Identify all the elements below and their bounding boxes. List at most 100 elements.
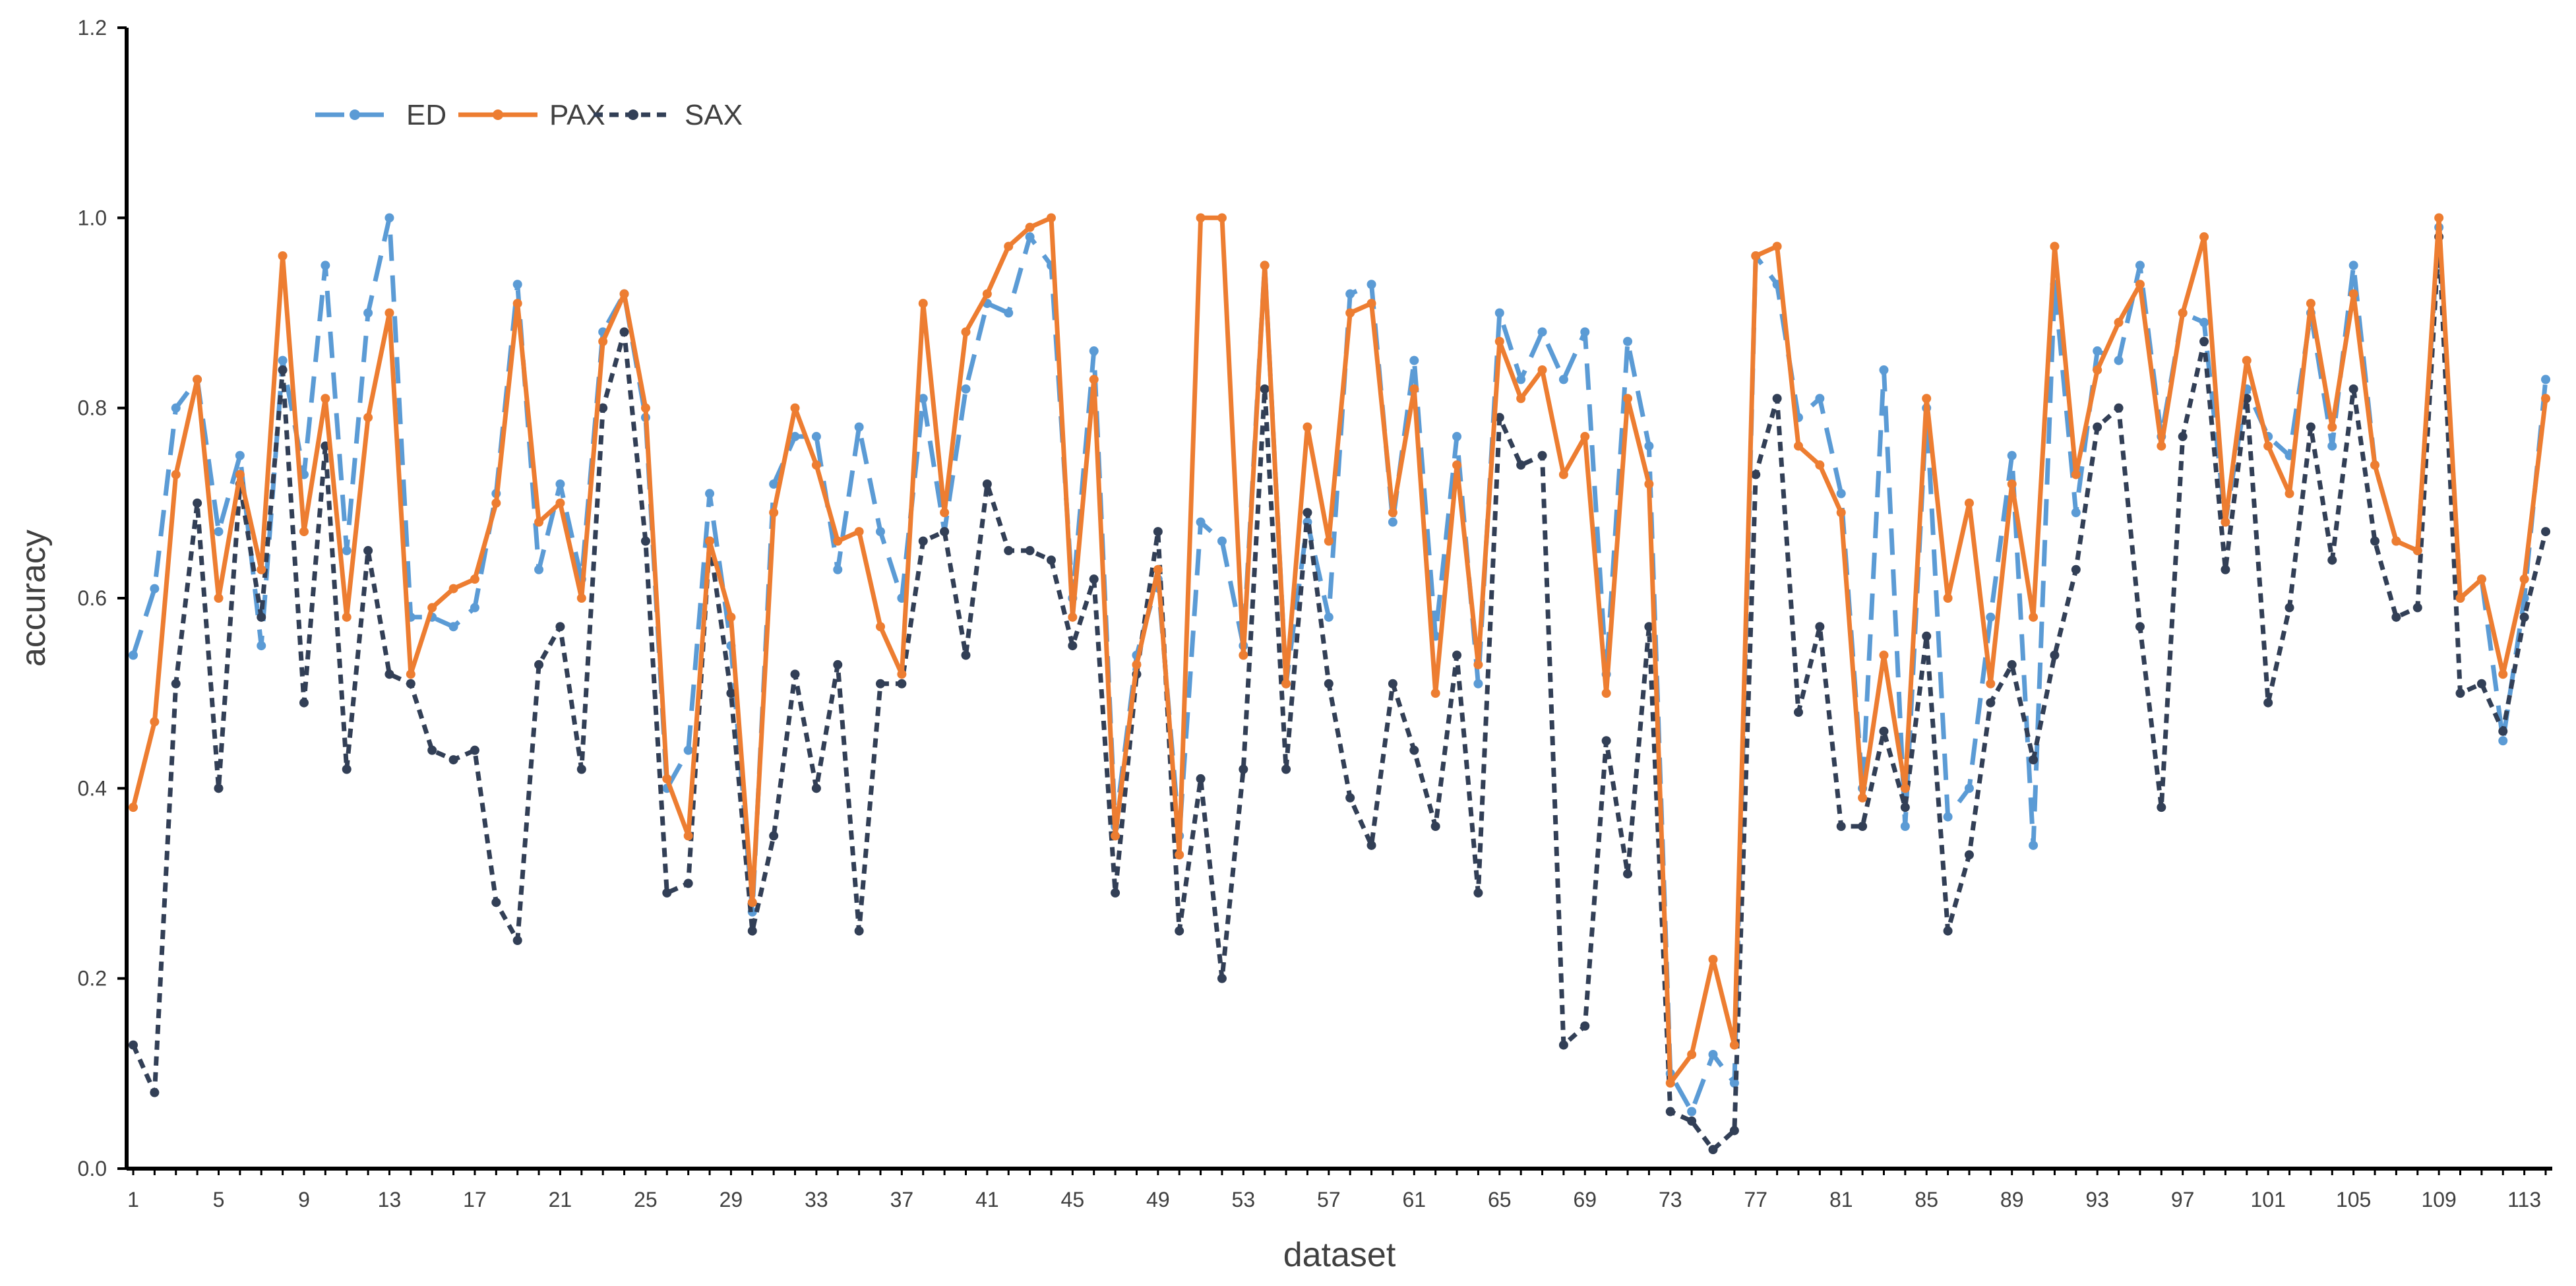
data-point-sax (1601, 736, 1611, 746)
legend-marker-ed (350, 109, 360, 120)
data-point-pax (1751, 251, 1761, 260)
data-point-sax (1089, 574, 1099, 584)
x-tick-label: 29 (720, 1188, 743, 1211)
data-point-pax (1943, 594, 1953, 603)
data-point-sax (2348, 384, 2358, 394)
x-tick-label: 77 (1744, 1188, 1767, 1211)
y-tick-label: 0.2 (78, 967, 107, 991)
data-point-sax (833, 659, 843, 669)
data-point-sax (1815, 622, 1825, 632)
data-point-pax (1068, 612, 1078, 622)
data-point-ed (2348, 260, 2358, 270)
x-tick-label: 37 (890, 1188, 914, 1211)
data-point-sax (2157, 803, 2166, 812)
data-point-pax (2221, 517, 2230, 527)
x-tick-label: 81 (1829, 1188, 1853, 1211)
data-point-sax (662, 888, 672, 898)
data-point-pax (406, 669, 415, 679)
data-point-pax (2263, 441, 2273, 451)
data-point-sax (2455, 689, 2465, 698)
x-tick-label: 49 (1146, 1188, 1170, 1211)
data-point-pax (321, 394, 330, 404)
data-point-ed (1345, 289, 1355, 299)
data-point-ed (1558, 375, 1568, 384)
data-point-sax (1281, 764, 1291, 774)
data-point-sax (2093, 422, 2102, 432)
x-tick-label: 61 (1403, 1188, 1426, 1211)
data-point-sax (1260, 384, 1270, 394)
x-tick-label: 93 (2085, 1188, 2109, 1211)
data-point-pax (769, 508, 779, 518)
data-point-ed (683, 745, 693, 755)
data-point-pax (876, 622, 886, 632)
x-tick-label: 65 (1488, 1188, 1512, 1211)
data-point-pax (1879, 650, 1889, 660)
data-point-sax (1986, 698, 1996, 708)
series-layer (129, 213, 2550, 1155)
data-point-ed (1729, 1078, 1739, 1088)
data-point-ed (257, 641, 266, 651)
data-point-pax (2541, 394, 2550, 404)
data-point-ed (854, 422, 864, 432)
data-point-pax (1986, 679, 1996, 689)
data-point-pax (2306, 299, 2315, 309)
data-point-ed (1366, 280, 1376, 290)
data-point-ed (1900, 822, 1910, 831)
data-point-pax (2412, 545, 2422, 555)
data-point-pax (363, 413, 373, 423)
data-point-pax (1089, 375, 1099, 384)
data-point-ed (1494, 308, 1504, 318)
data-point-pax (1004, 241, 1014, 251)
x-tick-label: 53 (1232, 1188, 1256, 1211)
data-point-sax (1900, 803, 1910, 812)
data-point-pax (747, 898, 757, 907)
data-point-sax (1239, 764, 1248, 774)
data-point-pax (2476, 574, 2486, 584)
data-point-ed (1815, 394, 1825, 404)
legend-marker-sax (628, 109, 638, 120)
data-point-sax (790, 669, 800, 679)
data-point-ed (1217, 536, 1227, 546)
data-point-ed (171, 403, 181, 413)
data-point-ed (129, 650, 138, 660)
data-point-sax (1366, 840, 1376, 850)
data-point-pax (1196, 213, 1206, 223)
data-point-sax (406, 679, 415, 689)
data-point-ed (1644, 441, 1654, 451)
data-point-pax (2135, 280, 2145, 290)
data-point-pax (897, 669, 907, 679)
data-point-pax (2498, 669, 2508, 679)
data-point-pax (2455, 594, 2465, 603)
data-point-pax (1601, 689, 1611, 698)
data-point-pax (2071, 470, 2081, 479)
data-point-sax (1772, 394, 1782, 404)
x-tick-label: 105 (2336, 1188, 2371, 1211)
data-point-pax (1409, 384, 1419, 394)
x-tick-label: 17 (463, 1188, 487, 1211)
data-point-sax (1452, 650, 1462, 660)
y-tick-label: 0.6 (78, 586, 107, 610)
data-point-ed (1473, 679, 1483, 689)
x-tick-label: 25 (634, 1188, 658, 1211)
legend-item-sax: SAX (594, 99, 743, 131)
data-point-pax (1580, 431, 1590, 441)
series-line-sax (131, 234, 2548, 1152)
data-point-sax (1025, 545, 1035, 555)
data-point-pax (1665, 1078, 1675, 1088)
data-point-pax (257, 565, 266, 574)
data-point-ed (2327, 441, 2337, 451)
data-point-ed (321, 260, 330, 270)
data-point-sax (811, 783, 821, 793)
x-tick-label: 33 (805, 1188, 828, 1211)
data-point-pax (1345, 308, 1355, 318)
data-point-sax (2071, 565, 2081, 574)
data-point-sax (1516, 460, 1526, 470)
data-point-ed (2541, 375, 2550, 384)
data-point-pax (705, 536, 715, 546)
data-point-pax (2007, 479, 2017, 489)
data-point-pax (2157, 441, 2166, 451)
data-point-ed (235, 450, 245, 460)
data-point-sax (1558, 1040, 1568, 1050)
data-point-pax (961, 327, 971, 337)
data-point-pax (512, 299, 522, 309)
